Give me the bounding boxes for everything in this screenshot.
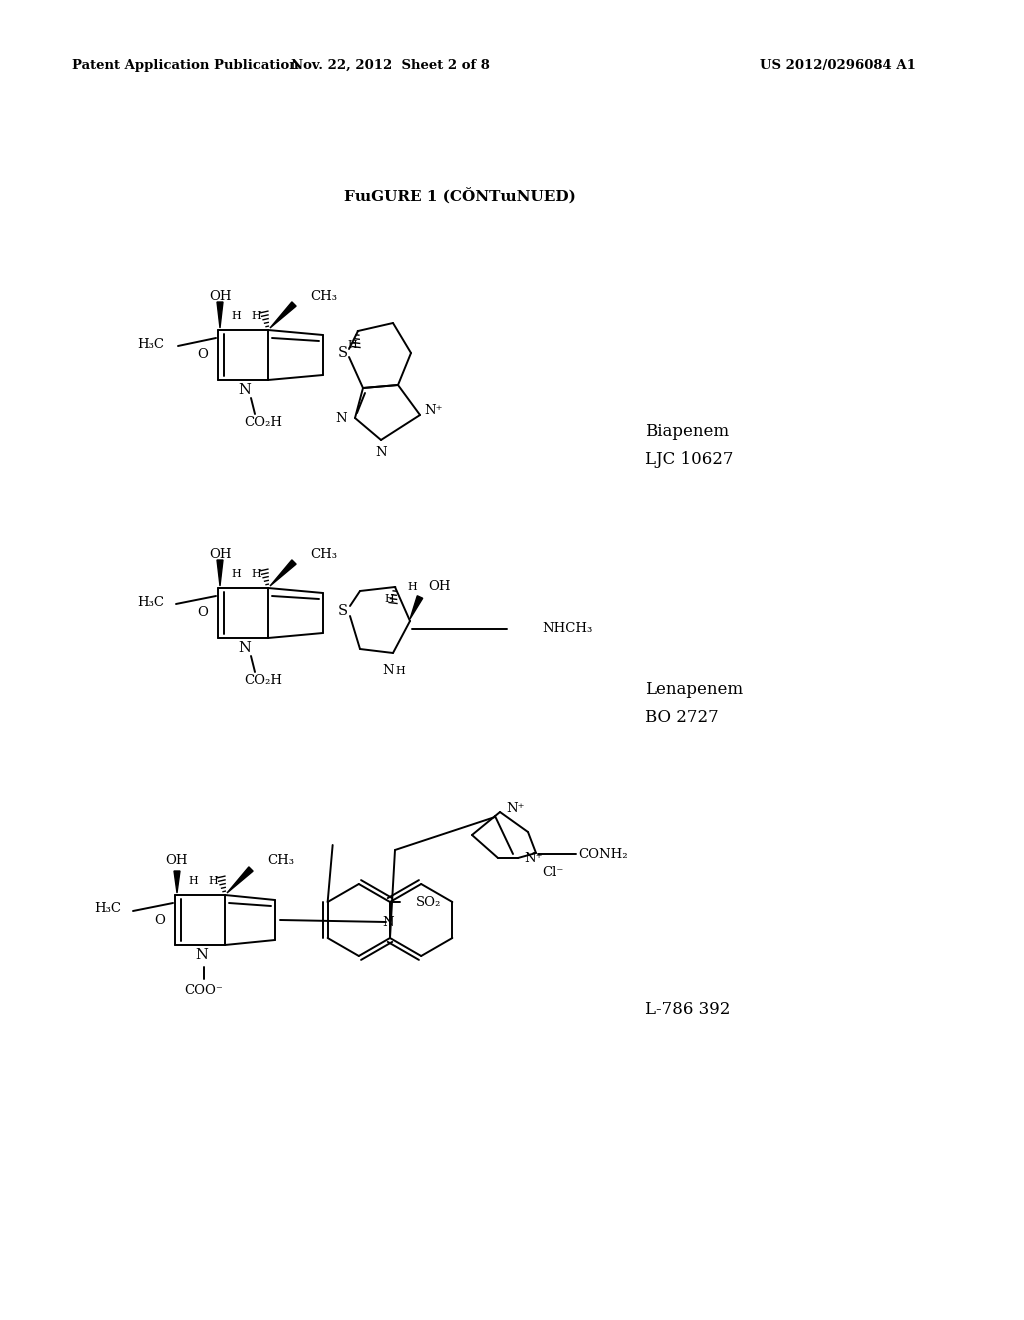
Polygon shape — [270, 560, 296, 586]
Polygon shape — [217, 560, 223, 586]
Text: Biapenem: Biapenem — [645, 424, 729, 441]
Polygon shape — [217, 302, 223, 327]
Text: Lenapenem: Lenapenem — [645, 681, 743, 698]
Text: O: O — [198, 348, 209, 362]
Text: Nov. 22, 2012  Sheet 2 of 8: Nov. 22, 2012 Sheet 2 of 8 — [291, 58, 489, 71]
Text: H: H — [384, 594, 394, 605]
Text: N: N — [239, 383, 252, 397]
Text: N: N — [336, 412, 347, 425]
Text: H: H — [347, 341, 357, 350]
Text: N: N — [382, 664, 394, 677]
Text: BO 2727: BO 2727 — [645, 710, 719, 726]
Text: OH: OH — [428, 581, 451, 594]
Text: NHCH₃: NHCH₃ — [542, 623, 592, 635]
Text: N: N — [239, 642, 252, 655]
Text: CH₃: CH₃ — [310, 289, 337, 302]
Polygon shape — [410, 595, 423, 619]
Text: O: O — [155, 913, 166, 927]
Text: S: S — [338, 605, 348, 618]
Text: OH: OH — [209, 289, 231, 302]
Text: H: H — [188, 876, 198, 886]
Text: N⁺: N⁺ — [506, 801, 524, 814]
Text: CH₃: CH₃ — [310, 548, 337, 561]
Text: SO₂: SO₂ — [416, 895, 441, 908]
Text: H: H — [395, 667, 404, 676]
Text: Cl⁻: Cl⁻ — [542, 866, 563, 879]
Text: N: N — [375, 446, 387, 458]
Text: N⁺: N⁺ — [524, 851, 543, 865]
Text: FɯGURE 1 (CŎNTɯNUED): FɯGURE 1 (CŎNTɯNUED) — [344, 187, 575, 203]
Text: O: O — [198, 606, 209, 619]
Text: Patent Application Publication: Patent Application Publication — [72, 58, 299, 71]
Text: S: S — [338, 346, 348, 360]
Text: H₃C: H₃C — [94, 903, 121, 916]
Text: CH₃: CH₃ — [267, 854, 294, 867]
Polygon shape — [227, 867, 253, 894]
Text: CO₂H: CO₂H — [244, 416, 282, 429]
Text: H: H — [208, 876, 218, 886]
Text: OH: OH — [209, 548, 231, 561]
Text: L-786 392: L-786 392 — [645, 1002, 730, 1019]
Text: N⁺: N⁺ — [424, 404, 442, 417]
Text: LJC 10627: LJC 10627 — [645, 451, 733, 469]
Text: CONH₂: CONH₂ — [578, 847, 628, 861]
Text: US 2012/0296084 A1: US 2012/0296084 A1 — [760, 58, 915, 71]
Text: N: N — [196, 948, 209, 962]
Text: N: N — [382, 916, 394, 928]
Polygon shape — [270, 302, 296, 327]
Text: CO₂H: CO₂H — [244, 673, 282, 686]
Text: H: H — [251, 312, 261, 321]
Text: H: H — [231, 312, 241, 321]
Text: H: H — [231, 569, 241, 579]
Text: H₃C: H₃C — [137, 338, 164, 351]
Text: H: H — [251, 569, 261, 579]
Text: OH: OH — [166, 854, 188, 867]
Polygon shape — [174, 871, 180, 894]
Text: H₃C: H₃C — [137, 595, 164, 609]
Text: COO⁻: COO⁻ — [184, 983, 223, 997]
Text: H: H — [408, 582, 417, 591]
